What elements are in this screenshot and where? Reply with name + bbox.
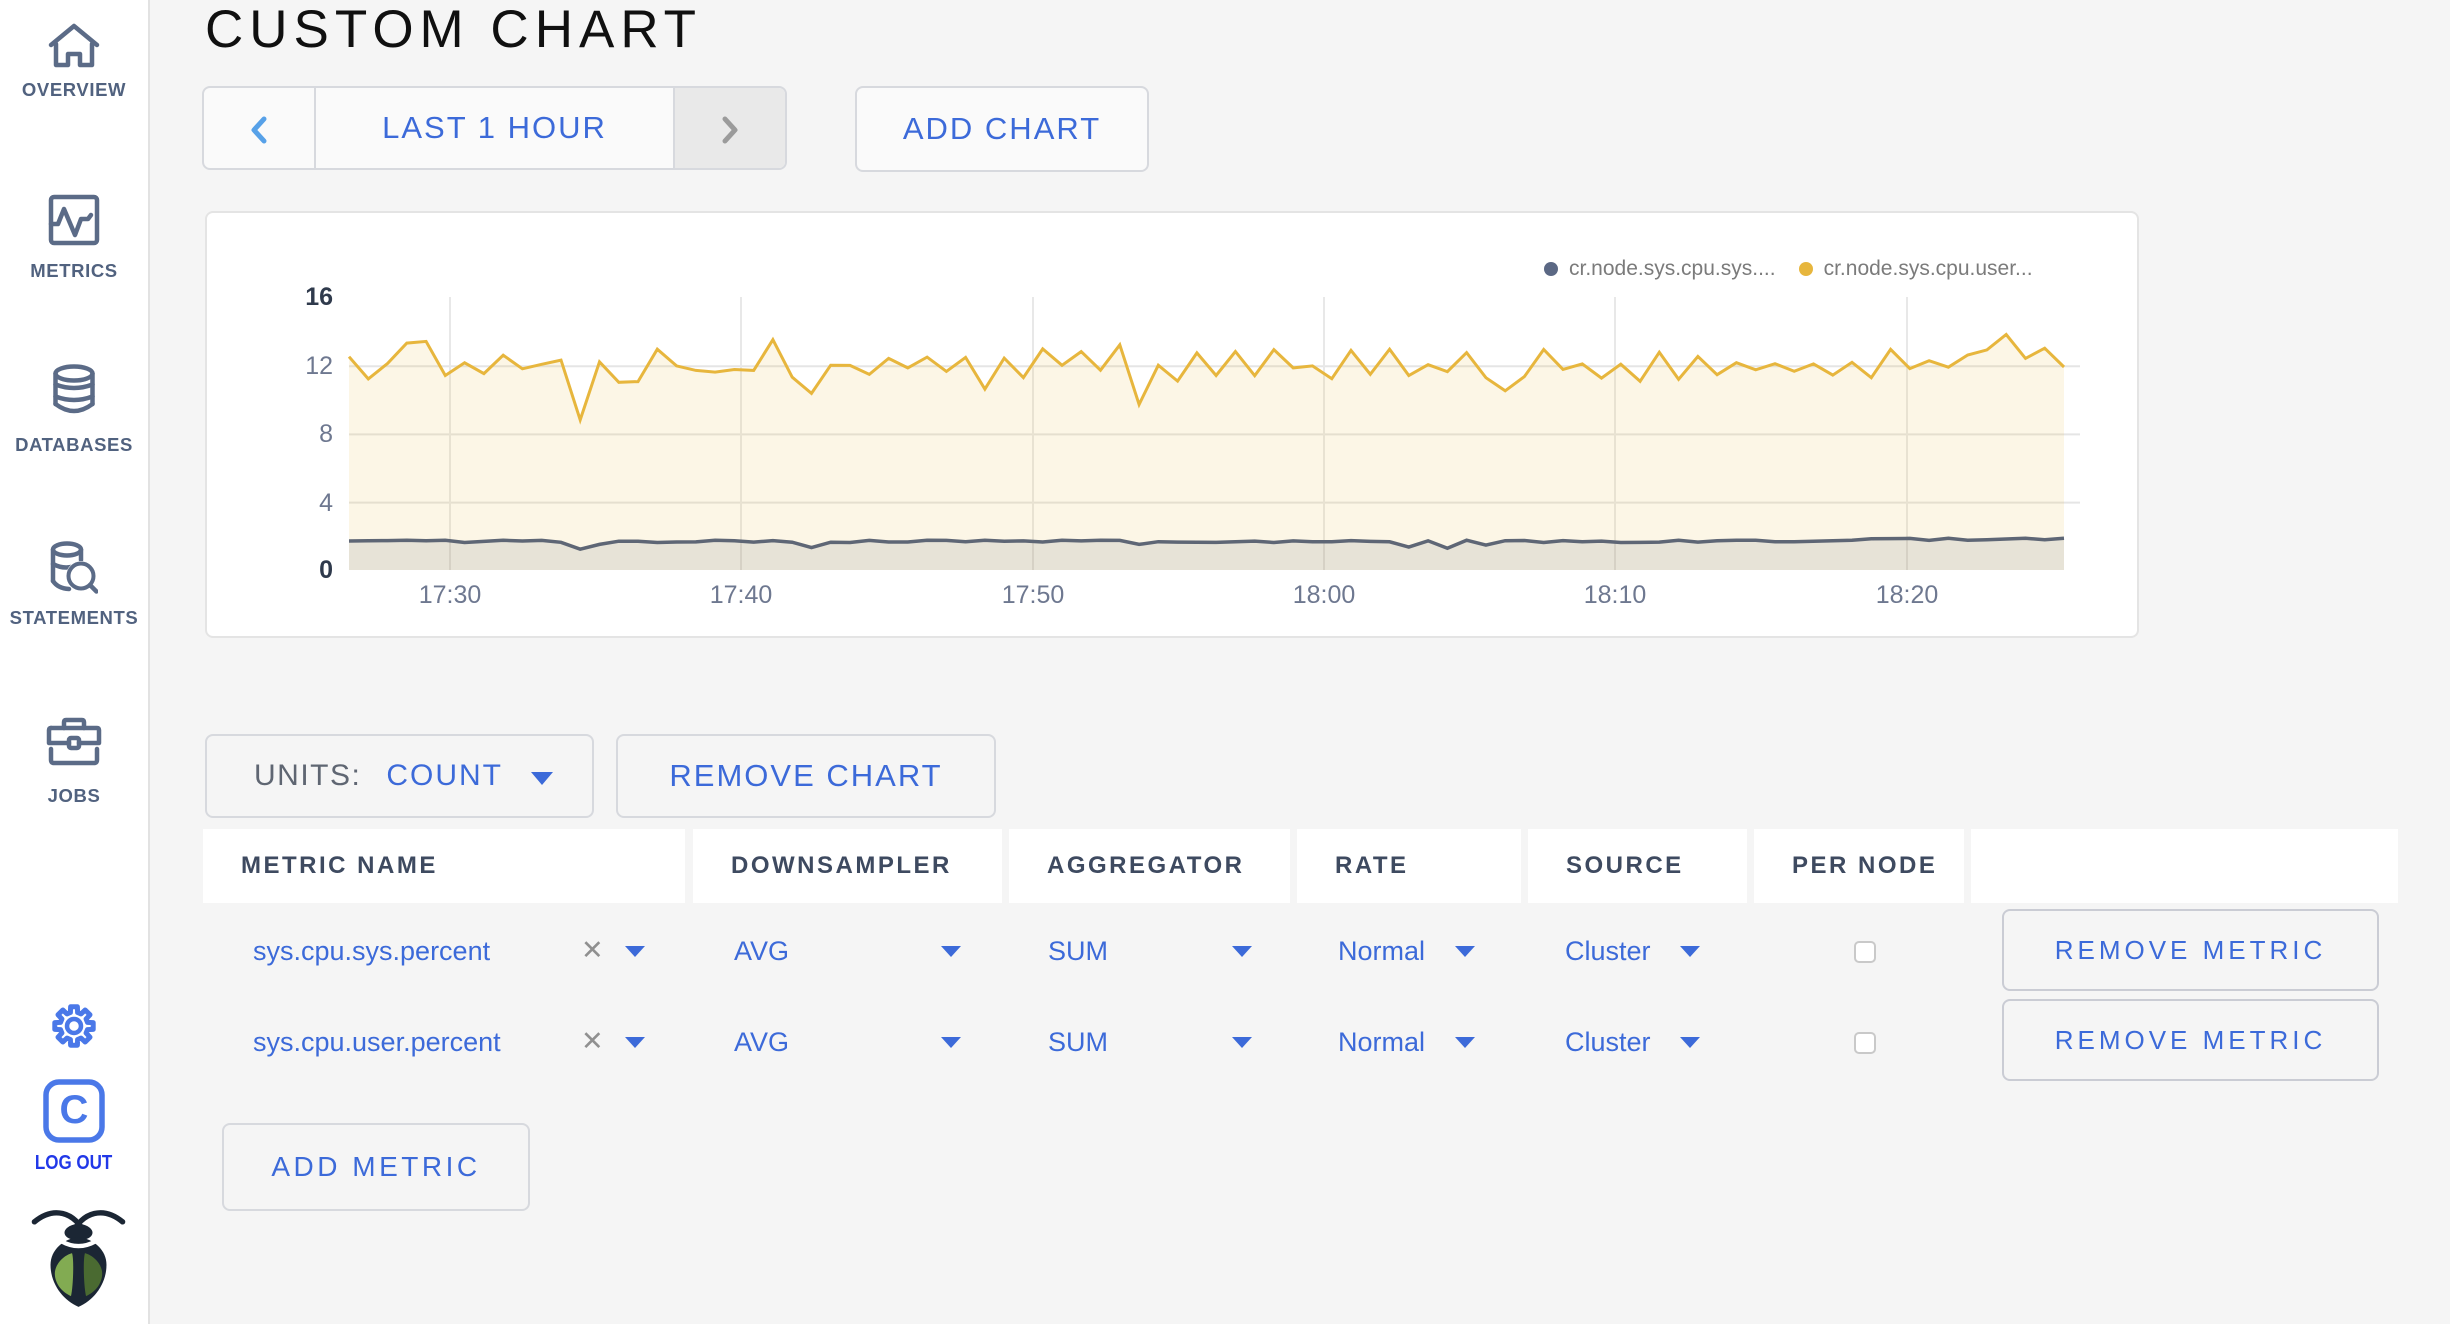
svg-text:0: 0 bbox=[319, 556, 333, 584]
svg-text:17:50: 17:50 bbox=[1002, 581, 1065, 609]
svg-text:18:00: 18:00 bbox=[1293, 581, 1356, 609]
svg-text:16: 16 bbox=[305, 283, 333, 311]
svg-text:17:30: 17:30 bbox=[419, 581, 482, 609]
svg-text:18:10: 18:10 bbox=[1584, 581, 1647, 609]
svg-text:12: 12 bbox=[305, 352, 333, 380]
svg-text:17:40: 17:40 bbox=[710, 581, 773, 609]
svg-text:18:20: 18:20 bbox=[1876, 581, 1939, 609]
svg-text:4: 4 bbox=[319, 489, 333, 517]
svg-text:C: C bbox=[60, 1088, 89, 1132]
svg-text:8: 8 bbox=[319, 420, 333, 448]
